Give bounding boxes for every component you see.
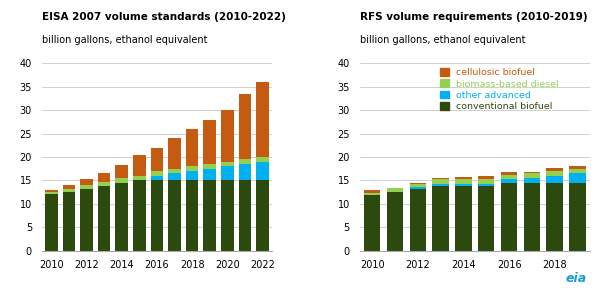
Bar xyxy=(501,183,517,251)
Bar xyxy=(256,157,269,162)
Bar xyxy=(478,184,495,186)
Text: billion gallons, ethanol equivalent: billion gallons, ethanol equivalent xyxy=(359,35,525,45)
Text: EISA 2007 volume standards (2010-2022): EISA 2007 volume standards (2010-2022) xyxy=(42,12,285,22)
Bar xyxy=(151,147,163,171)
Bar xyxy=(364,190,380,193)
Bar xyxy=(133,176,145,180)
Bar xyxy=(98,186,110,251)
Bar xyxy=(98,173,110,182)
Bar xyxy=(387,188,403,192)
Bar xyxy=(221,180,234,251)
Bar xyxy=(168,138,181,169)
Bar xyxy=(478,179,495,184)
Bar xyxy=(238,94,251,159)
Bar xyxy=(256,180,269,251)
Bar xyxy=(547,183,563,251)
Bar xyxy=(409,187,426,189)
Bar xyxy=(256,82,269,157)
Bar xyxy=(63,185,75,189)
Bar xyxy=(455,179,471,184)
Bar xyxy=(80,179,93,185)
Bar xyxy=(151,171,163,176)
Bar xyxy=(133,155,145,176)
Bar xyxy=(501,175,517,179)
Bar xyxy=(238,159,251,164)
Bar xyxy=(80,189,93,251)
Bar xyxy=(203,120,216,164)
Bar xyxy=(63,192,75,251)
Bar xyxy=(478,176,495,179)
Bar xyxy=(409,184,426,187)
Bar xyxy=(364,193,380,195)
Bar xyxy=(168,173,181,180)
Bar xyxy=(501,179,517,183)
Bar xyxy=(455,184,471,186)
Bar xyxy=(524,178,540,183)
Bar xyxy=(433,184,449,186)
Bar xyxy=(221,166,234,180)
Bar xyxy=(433,186,449,251)
Text: RFS volume requirements (2010-2019): RFS volume requirements (2010-2019) xyxy=(359,12,587,22)
Bar xyxy=(221,110,234,162)
Bar xyxy=(478,186,495,251)
Bar xyxy=(569,166,586,169)
Bar xyxy=(45,190,58,192)
Bar xyxy=(409,183,426,184)
Bar xyxy=(186,129,198,166)
Bar xyxy=(221,162,234,166)
Bar xyxy=(133,180,145,251)
Bar xyxy=(151,176,163,180)
Bar xyxy=(63,189,75,192)
Bar xyxy=(116,165,128,179)
Bar xyxy=(547,176,563,183)
Text: eia: eia xyxy=(566,272,587,285)
Legend: cellulosic biofuel, biomass-based diesel, other advanced, conventional biofuel: cellulosic biofuel, biomass-based diesel… xyxy=(440,68,559,111)
Bar xyxy=(547,171,563,176)
Bar xyxy=(455,177,471,179)
Bar xyxy=(256,162,269,180)
Bar xyxy=(116,179,128,183)
Bar xyxy=(238,164,251,180)
Bar xyxy=(433,179,449,184)
Bar xyxy=(203,180,216,251)
Bar xyxy=(524,183,540,251)
Text: billion gallons, ethanol equivalent: billion gallons, ethanol equivalent xyxy=(42,35,207,45)
Bar xyxy=(238,180,251,251)
Bar xyxy=(45,192,58,194)
Bar xyxy=(387,192,403,251)
Bar xyxy=(80,185,93,189)
Bar xyxy=(569,169,586,173)
Bar xyxy=(569,183,586,251)
Bar xyxy=(116,183,128,251)
Bar xyxy=(186,180,198,251)
Bar xyxy=(455,186,471,251)
Bar xyxy=(364,195,380,251)
Bar xyxy=(409,189,426,251)
Bar xyxy=(186,166,198,171)
Bar xyxy=(547,168,563,171)
Bar xyxy=(168,180,181,251)
Bar xyxy=(186,171,198,180)
Bar xyxy=(151,180,163,251)
Bar xyxy=(45,194,58,251)
Bar xyxy=(524,173,540,178)
Bar xyxy=(501,173,517,175)
Bar xyxy=(203,169,216,180)
Bar xyxy=(569,173,586,183)
Bar xyxy=(203,164,216,169)
Bar xyxy=(98,182,110,186)
Bar xyxy=(168,169,181,173)
